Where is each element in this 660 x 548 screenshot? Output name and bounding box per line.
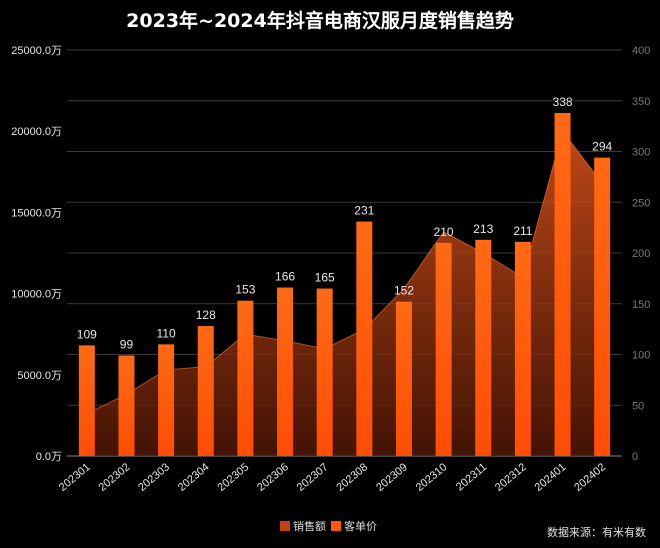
legend[interactable]: 销售额 客单价 <box>280 519 377 533</box>
x-tick-label: 202311 <box>454 461 489 493</box>
y-right-tick-label: 150 <box>632 299 650 311</box>
y-axis-right: 0 50 100 150 200 250 300 350 400 <box>632 45 650 463</box>
y-left-tick-label: 15000.0万 <box>11 207 62 219</box>
y-right-tick-label: 200 <box>632 248 650 260</box>
price-bar[interactable] <box>554 112 571 457</box>
legend-swatch-sales[interactable] <box>280 521 290 531</box>
x-tick-label: 202305 <box>215 461 251 494</box>
x-tick-label: 202308 <box>334 461 370 494</box>
y-right-tick-label: 250 <box>632 197 650 209</box>
price-data-label: 128 <box>196 308 216 322</box>
price-bar[interactable] <box>356 221 373 456</box>
price-bar[interactable] <box>395 301 412 456</box>
y-left-tick-label: 5000.0万 <box>17 370 62 382</box>
y-right-tick-label: 300 <box>632 147 650 159</box>
price-bar-series <box>78 112 611 457</box>
x-axis: 202301 202302 202303 202304 202305 202306 2023… <box>57 461 608 494</box>
price-bar[interactable] <box>277 287 294 456</box>
price-data-label: 166 <box>275 270 295 284</box>
price-bar[interactable] <box>594 157 611 456</box>
x-tick-label: 202307 <box>295 461 331 494</box>
price-data-label: 153 <box>235 283 255 297</box>
legend-swatch-price[interactable] <box>331 521 341 531</box>
price-bar[interactable] <box>475 239 492 456</box>
price-data-label: 231 <box>354 204 374 218</box>
chart-title: 2023年~2024年抖音电商汉服月度销售趋势 <box>126 9 514 32</box>
y-left-tick-label: 10000.0万 <box>11 289 62 301</box>
x-tick-label: 202302 <box>97 461 133 494</box>
legend-label-sales[interactable]: 销售额 <box>293 519 326 533</box>
y-left-tick-label: 25000.0万 <box>11 45 62 57</box>
price-bar[interactable] <box>158 344 175 456</box>
price-bar[interactable] <box>316 288 333 456</box>
x-tick-label: 202309 <box>374 461 410 494</box>
y-right-tick-label: 0 <box>632 451 638 463</box>
price-data-label: 338 <box>553 95 573 109</box>
x-tick-label: 202402 <box>572 461 608 494</box>
y-right-tick-label: 100 <box>632 350 650 362</box>
price-data-label: 210 <box>434 225 454 239</box>
price-data-label: 213 <box>473 222 493 236</box>
price-bar[interactable] <box>514 241 531 456</box>
y-right-tick-label: 400 <box>632 45 650 57</box>
x-tick-label: 202401 <box>533 461 569 494</box>
data-labels: 109 99 110 128 153 166 165 231 152 210 213 211 338 29… <box>77 95 613 352</box>
x-tick-label: 202306 <box>255 461 291 494</box>
price-data-label: 152 <box>394 284 414 298</box>
price-bar[interactable] <box>78 345 95 456</box>
x-tick-label: 202303 <box>136 461 172 494</box>
x-tick-label: 202312 <box>493 461 529 494</box>
y-left-tick-label: 0.0万 <box>36 451 62 463</box>
x-tick-label: 202304 <box>176 461 212 494</box>
y-right-tick-label: 50 <box>632 400 644 412</box>
data-source-note: 数据来源：有米有数 <box>547 525 646 539</box>
legend-label-price[interactable]: 客单价 <box>344 519 377 533</box>
price-bar[interactable] <box>118 355 135 456</box>
y-axis-left: 0.0万 5000.0万 10000.0万 15000.0万 20000.0万 25000… <box>11 45 62 463</box>
sales-area <box>86 131 603 456</box>
price-data-label: 294 <box>592 140 612 154</box>
x-tick-label: 202301 <box>57 461 93 494</box>
price-data-label: 211 <box>513 224 532 238</box>
price-bar[interactable] <box>435 242 452 456</box>
y-right-tick-label: 350 <box>632 96 650 108</box>
price-data-label: 110 <box>157 326 176 340</box>
y-left-tick-label: 20000.0万 <box>11 126 62 138</box>
price-bar[interactable] <box>197 326 214 456</box>
price-data-label: 165 <box>315 271 335 285</box>
price-data-label: 109 <box>77 327 97 341</box>
price-data-label: 99 <box>120 338 134 352</box>
price-bar[interactable] <box>237 300 254 456</box>
x-tick-label: 202310 <box>414 461 450 494</box>
